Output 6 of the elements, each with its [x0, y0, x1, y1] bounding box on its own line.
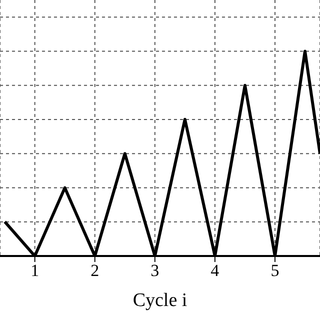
x-tick-label: 3 — [150, 261, 160, 280]
x-tick-label: 5 — [270, 261, 280, 280]
x-tick-label: 4 — [210, 261, 220, 280]
x-axis-title: Cycle i — [132, 290, 188, 311]
x-tick-label: 2 — [90, 261, 100, 280]
x-tick-label: 1 — [30, 261, 40, 280]
